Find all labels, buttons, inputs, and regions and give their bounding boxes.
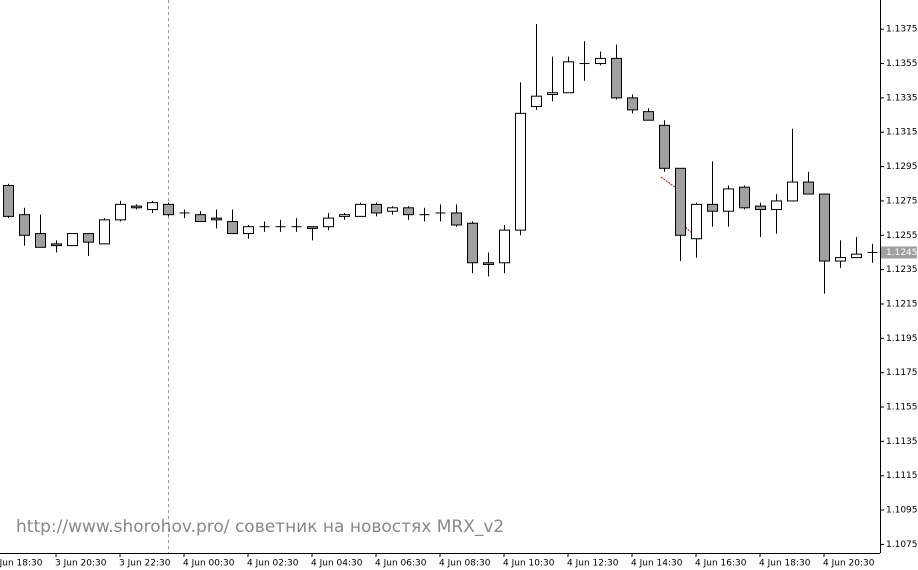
x-tick-label: 3 Jun 22:30	[119, 559, 171, 569]
candle-body	[355, 203, 366, 217]
y-tick-label: 1.1335	[886, 93, 918, 103]
watermark: http://www.shorohov.pro/ советник на нов…	[16, 517, 504, 537]
x-tick-label: 4 Jun 16:30	[695, 559, 747, 569]
candle-body	[323, 217, 334, 228]
candle-body	[819, 193, 830, 262]
candle-body	[115, 203, 126, 221]
candle-body	[803, 181, 814, 195]
candle-body	[339, 214, 350, 217]
y-tick-label: 1.1195	[886, 334, 918, 344]
y-tick-label: 1.1155	[886, 403, 918, 413]
x-tick-label: 4 Jun 12:30	[567, 559, 619, 569]
y-tick-label: 1.1235	[886, 265, 918, 275]
x-tick-label: 4 Jun 04:30	[311, 559, 363, 569]
candle-body	[387, 207, 398, 212]
candle-body	[499, 229, 510, 264]
y-tick-label: 1.1135	[886, 437, 918, 447]
candle-body	[755, 205, 766, 211]
candle-body	[707, 203, 718, 212]
price-label-bg	[881, 246, 917, 259]
candle-body	[675, 167, 686, 236]
x-tick-label: 4 Jun 02:30	[247, 559, 299, 569]
candle-body	[547, 92, 558, 95]
y-tick-label: 1.1095	[886, 506, 918, 516]
candle-body	[99, 219, 110, 245]
x-tick-label: 4 Jun 10:30	[503, 559, 555, 569]
candle-body	[595, 57, 606, 65]
x-tick-label: 4 Jun 14:30	[631, 559, 683, 569]
x-tick-label: 4 Jun 06:30	[375, 559, 427, 569]
candle-body	[723, 188, 734, 212]
candle-body	[691, 203, 702, 240]
candle-body	[611, 57, 622, 99]
candle-body	[19, 214, 30, 236]
x-tick-label: 4 Jun 08:30	[439, 559, 491, 569]
candle-body	[35, 233, 46, 248]
y-tick-label: 1.1375	[886, 25, 918, 35]
candle-body	[227, 221, 238, 235]
candle-body	[371, 203, 382, 214]
candle-body	[531, 95, 542, 107]
candle-body	[659, 124, 670, 169]
x-tick-label: 3 Jun 20:30	[55, 559, 107, 569]
candle-body	[211, 217, 222, 221]
x-tick-label: 3 Jun 18:30	[0, 559, 43, 569]
candle-body	[67, 233, 78, 247]
y-tick-label: 1.1175	[886, 368, 918, 378]
x-tick-label: 4 Jun 18:30	[759, 559, 811, 569]
candle-body	[307, 226, 318, 229]
price-label: 1.1245	[886, 248, 918, 258]
candle-body	[403, 207, 414, 216]
y-tick-label: 1.1315	[886, 128, 918, 138]
x-tick-label: 4 Jun 20:30	[823, 559, 875, 569]
candle-body	[467, 222, 478, 264]
candle-body	[163, 203, 174, 216]
candle-body	[563, 61, 574, 94]
candle-body	[771, 200, 782, 211]
candle-body	[851, 253, 862, 259]
y-tick-label: 1.1255	[886, 231, 918, 241]
candle-body	[243, 226, 254, 235]
x-tick-label: 4 Jun 00:30	[183, 559, 235, 569]
candle-body	[835, 257, 846, 262]
candle-body	[3, 184, 14, 217]
candle-body	[451, 212, 462, 226]
y-tick-label: 1.1115	[886, 471, 918, 481]
y-tick-label: 1.1275	[886, 196, 918, 206]
candle-body	[739, 186, 750, 209]
candle-body	[787, 181, 798, 202]
candle-body	[643, 111, 654, 121]
y-tick-label: 1.1215	[886, 299, 918, 309]
candle-body	[515, 112, 526, 231]
candle-body	[131, 205, 142, 209]
candle-body	[51, 243, 62, 247]
candle-body	[83, 233, 94, 243]
y-tick-label: 1.1355	[886, 59, 918, 69]
candle-body	[195, 214, 206, 223]
candle-body	[147, 202, 158, 211]
y-tick-label: 1.1075	[886, 540, 918, 550]
candle-body	[627, 97, 638, 111]
candle-body	[483, 262, 494, 265]
y-tick-label: 1.1295	[886, 162, 918, 172]
